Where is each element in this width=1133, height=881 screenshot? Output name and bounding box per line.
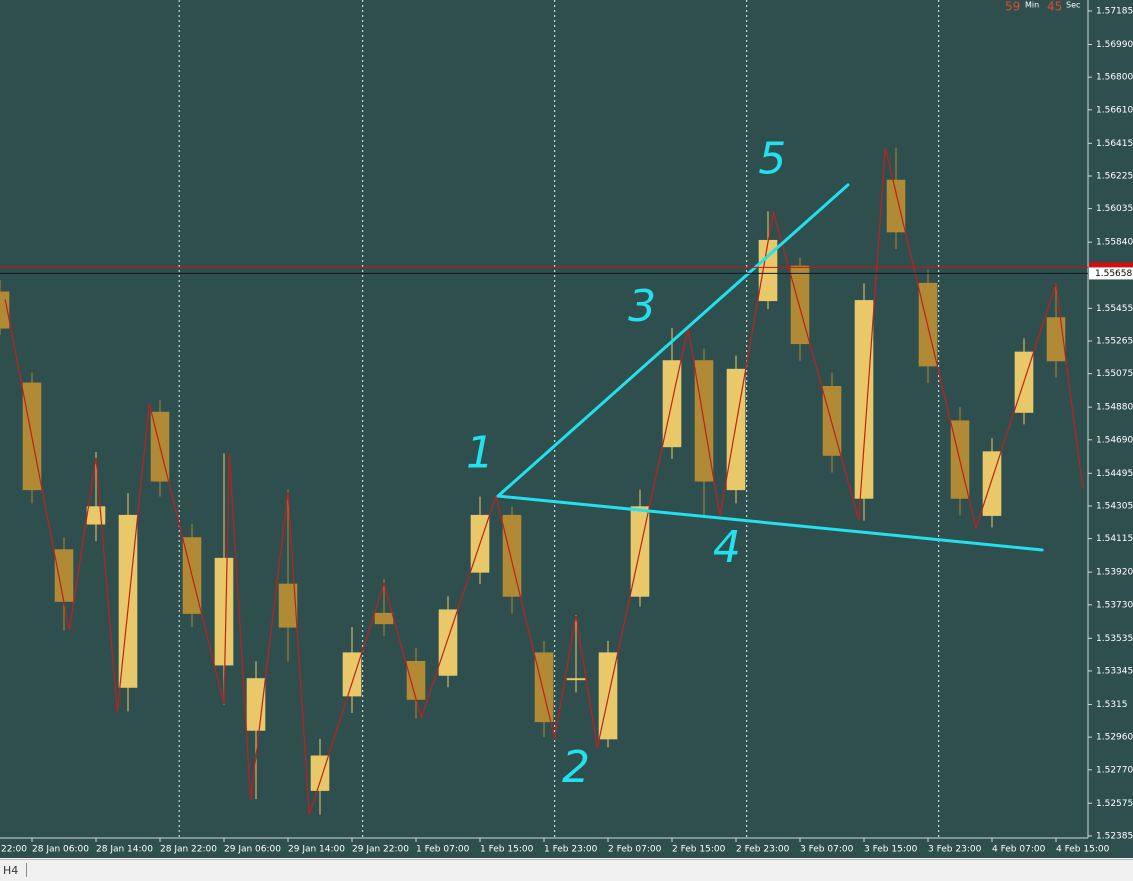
countdown-seconds: 45 — [1047, 0, 1062, 14]
y-tick-label: 1.56800 — [1096, 73, 1133, 83]
y-tick-label: 1.54495 — [1096, 469, 1133, 479]
timeframe: H4 — [3, 864, 19, 877]
y-tick-label: 1.54690 — [1096, 435, 1133, 445]
countdown-sec-label: Sec — [1066, 1, 1080, 10]
y-tick-label: 1.56415 — [1096, 139, 1133, 149]
y-tick-label: 1.56035 — [1096, 204, 1133, 214]
x-tick-label: 1 Feb 23:00 — [544, 845, 598, 855]
y-tick-label: 1.53730 — [1096, 600, 1133, 610]
annotation: 4 — [713, 522, 741, 573]
x-tick-label: 4 Feb 07:00 — [992, 845, 1046, 855]
x-tick-label: 29 Jan 14:00 — [288, 845, 345, 855]
candle-body — [502, 514, 522, 597]
x-tick-label: 28 Jan 14:00 — [96, 845, 153, 855]
x-tick-label: 4 Feb 15:00 — [1056, 845, 1110, 855]
x-tick-label: 2 Feb 07:00 — [608, 845, 662, 855]
candle-body — [342, 652, 362, 697]
candle-body — [982, 451, 1002, 516]
annotation: 5 — [758, 133, 786, 184]
x-tick-label: 3 Feb 15:00 — [864, 845, 918, 855]
y-tick-label: 1.52770 — [1096, 765, 1133, 775]
x-tick-label: 28 Jan 22:00 — [160, 845, 217, 855]
x-tick-label: 29 Jan 22:00 — [352, 845, 409, 855]
trendline — [496, 183, 850, 498]
x-tick-label: 22:00 — [1, 845, 27, 855]
x-tick-label: 3 Feb 23:00 — [928, 845, 982, 855]
candle-body — [0, 291, 10, 329]
y-tick-label: 1.53345 — [1096, 666, 1133, 676]
ask-label-box — [1089, 262, 1133, 270]
x-tick-label: 28 Jan 06:00 — [32, 845, 89, 855]
bid-label: 1.55658 — [1095, 269, 1132, 279]
y-tick-label: 1.52385 — [1096, 831, 1133, 841]
x-tick-label: 3 Feb 07:00 — [800, 845, 854, 855]
divider — [26, 863, 27, 877]
countdown-min-label: Min — [1025, 1, 1039, 10]
y-tick-label: 1.54880 — [1096, 403, 1133, 413]
y-tick-label: 1.54115 — [1096, 534, 1133, 544]
candle-body — [886, 179, 906, 233]
y-tick-label: 1.5315 — [1096, 700, 1128, 710]
zigzag-line — [4, 147, 1084, 816]
chart: 1.57185 1.56990 1.56800 1.56610 1.56415 1.562… — [0, 0, 1133, 858]
candle-body — [534, 652, 554, 723]
annotation: 1 — [466, 427, 494, 478]
candle-body — [54, 549, 74, 602]
y-tick-label: 1.53920 — [1096, 568, 1133, 578]
status-bar: H4 — [0, 859, 1133, 881]
x-tick-label: 29 Jan 06:00 — [224, 845, 281, 855]
x-tick-label: 1 Feb 15:00 — [480, 845, 534, 855]
y-tick-label: 1.54305 — [1096, 501, 1133, 511]
annotation: 2 — [562, 742, 590, 793]
y-tick-label: 1.55075 — [1096, 369, 1133, 379]
background — [0, 0, 1133, 858]
x-tick-label: 1 Feb 07:00 — [416, 845, 470, 855]
y-tick-label: 1.57185 — [1096, 6, 1133, 16]
annotation: 3 — [628, 281, 656, 332]
candle-body — [86, 506, 106, 525]
y-tick-label: 1.52960 — [1096, 733, 1133, 743]
candle-body — [214, 557, 234, 666]
candle-body — [310, 755, 330, 791]
x-tick-label: 2 Feb 23:00 — [736, 845, 790, 855]
trendline — [496, 494, 1044, 552]
y-tick-label: 1.56610 — [1096, 105, 1133, 115]
bid-label-box — [1089, 267, 1133, 280]
countdown-minutes: 59 — [1005, 0, 1020, 14]
y-tick-label: 1.55455 — [1096, 304, 1133, 314]
y-tick-label: 1.55840 — [1096, 238, 1133, 248]
y-tick-label: 1.53535 — [1096, 634, 1133, 644]
candle-body — [566, 678, 586, 681]
candle-body — [1046, 317, 1066, 362]
candle-body — [374, 612, 394, 625]
candle-body — [278, 583, 298, 628]
candle-body — [118, 514, 138, 688]
y-tick-label: 1.55265 — [1096, 336, 1133, 346]
candle-body — [406, 660, 426, 700]
x-tick-label: 2 Feb 15:00 — [672, 845, 726, 855]
y-tick-label: 1.56225 — [1096, 171, 1133, 181]
candle-body — [854, 300, 874, 499]
y-tick-label: 1.52575 — [1096, 799, 1133, 809]
y-tick-label: 1.56990 — [1096, 40, 1133, 50]
